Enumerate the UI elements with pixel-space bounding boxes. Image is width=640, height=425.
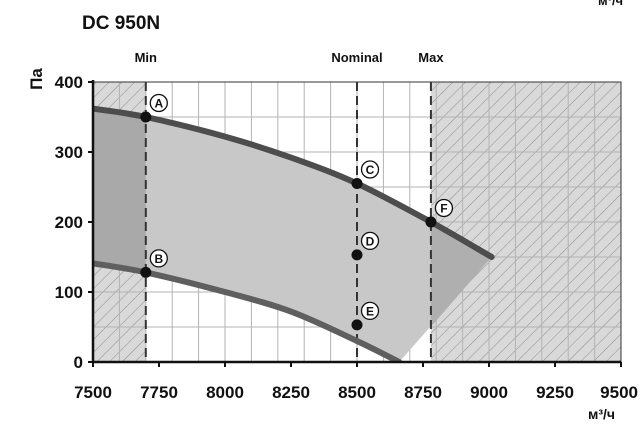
x-tick-label: 9500 [600, 383, 638, 402]
y-axis-label: Па [27, 68, 46, 90]
data-point-e [351, 319, 363, 331]
top-unit-label: м³/ч [598, 0, 623, 8]
marker-label-min: Min [135, 50, 157, 65]
operating-region [93, 108, 492, 362]
data-point-c [351, 178, 363, 189]
data-point-a [140, 111, 152, 123]
point-badge-c [360, 160, 380, 179]
x-tick-label: 7500 [74, 383, 112, 402]
point-label-e: E [366, 304, 374, 318]
x-tick-label: 8500 [338, 383, 376, 402]
point-label-b: B [154, 252, 163, 266]
data-point-f [425, 216, 437, 228]
point-label-a: A [154, 97, 163, 111]
y-tick-label: 0 [74, 353, 83, 372]
x-tick-label: 9250 [536, 383, 574, 402]
point-badge-d [360, 231, 380, 251]
y-tick-labels: 0 100 200 300 400 [55, 73, 93, 372]
x-tick-label: 8000 [206, 383, 244, 402]
data-point-b [140, 266, 152, 278]
region-above-max-shade [430, 222, 492, 327]
x-tick-label: 8250 [272, 383, 310, 402]
point-badge-b [149, 249, 168, 268]
x-tick-labels: 7500 7750 8000 8250 8500 8750 9000 9250 9500 [74, 362, 638, 402]
operating-points: A B C D E F [140, 93, 454, 331]
y-tick-label: 200 [55, 213, 83, 232]
point-badge-e [360, 301, 380, 321]
y-tick-label: 300 [55, 143, 83, 162]
marker-label-max: Max [418, 50, 444, 65]
operating-region-fill [93, 108, 492, 362]
data-point-d [351, 249, 363, 261]
marker-label-nominal: Nominal [331, 50, 382, 65]
region-below-min-shade [93, 108, 146, 273]
point-label-c: C [366, 163, 375, 177]
y-tick-label: 100 [55, 283, 83, 302]
x-tick-label: 8750 [404, 383, 442, 402]
y-tick-label: 400 [55, 73, 83, 92]
point-label-d: D [366, 234, 375, 248]
x-tick-label: 7750 [140, 383, 178, 402]
chart-title: DC 950N [82, 13, 160, 34]
x-tick-label: 9000 [470, 383, 508, 402]
point-label-f: F [440, 202, 447, 216]
point-badge-a [149, 93, 168, 113]
point-badge-f [434, 198, 454, 218]
x-axis-label: м³/ч [588, 406, 615, 422]
